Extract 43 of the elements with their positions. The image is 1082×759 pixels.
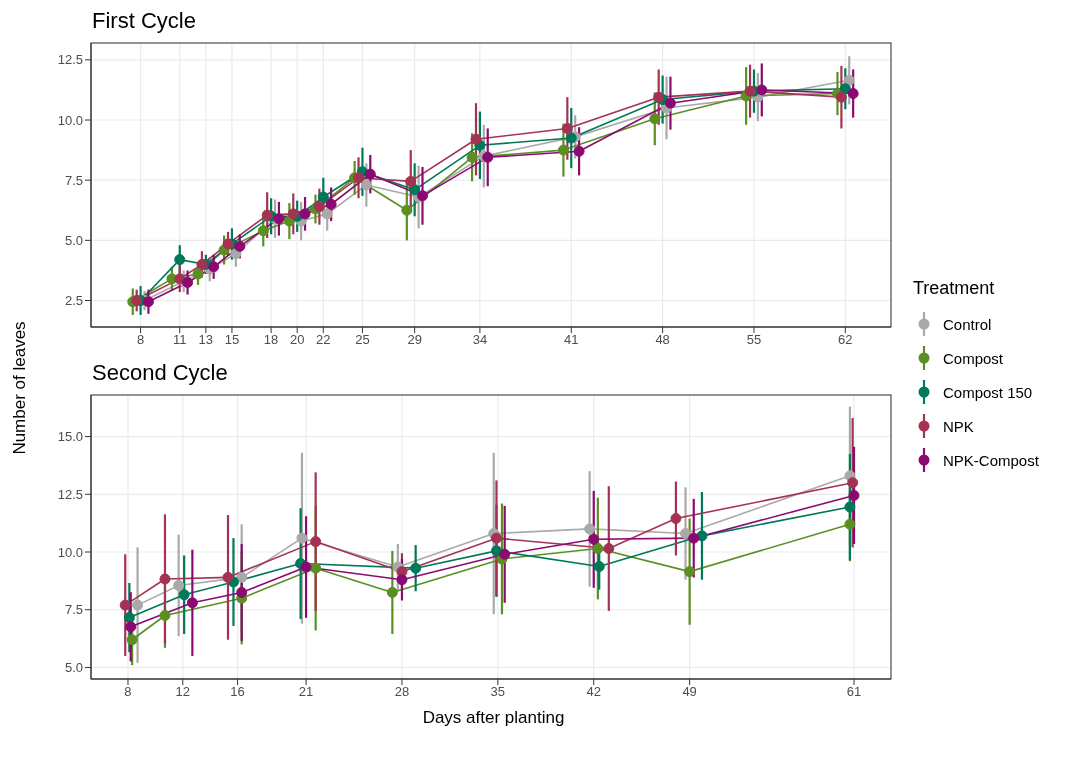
x-tick-label: 34	[472, 332, 488, 348]
chart-title: First Cycle	[91, 8, 197, 35]
y-tick-label: 12.5	[57, 486, 83, 502]
x-tick-label: 11	[172, 332, 187, 348]
x-tick-label: 22	[316, 332, 331, 348]
x-tick-label: 62	[838, 332, 853, 348]
x-tick-label: 12	[175, 684, 191, 700]
x-tick-label: 55	[746, 332, 762, 348]
chart-title: Second Cycle	[92, 360, 228, 385]
y-tick-label: 15.0	[57, 429, 83, 445]
legend-label: Control	[943, 315, 992, 333]
x-tick-label: 49	[682, 684, 697, 700]
x-tick-label: 61	[846, 684, 862, 700]
x-tick-label: 41	[564, 332, 579, 348]
x-tick-label: 15	[224, 332, 240, 348]
x-tick-label: 29	[407, 332, 422, 348]
x-tick-label: 13	[198, 332, 214, 348]
y-tick-label: 10.0	[57, 112, 83, 128]
y-tick-label: 12.5	[57, 52, 83, 68]
x-tick-label: 18	[263, 332, 279, 348]
y-tick-label: 5.0	[64, 232, 83, 248]
legend-label: NPK	[943, 417, 974, 435]
legend-title: Treatment	[913, 278, 996, 299]
x-tick-label: 16	[230, 684, 245, 700]
x-tick-label: 42	[586, 684, 601, 700]
x-tick-label: 8	[124, 684, 132, 700]
x-tick-label: 28	[394, 684, 410, 700]
x-tick-label: 48	[655, 332, 670, 348]
y-tick-label: 7.5	[64, 602, 83, 618]
x-tick-label: 20	[289, 332, 305, 348]
y-tick-label: 7.5	[64, 172, 83, 188]
y-tick-label: 2.5	[64, 293, 83, 309]
x-tick-label: 21	[298, 684, 314, 700]
x-axis-title: Days after planting	[421, 708, 566, 728]
x-tick-label: 35	[490, 684, 506, 700]
legend-label: Compost 150	[943, 383, 1033, 401]
legend-label: NPK-Compost	[943, 451, 1039, 469]
x-tick-label: 25	[355, 332, 370, 348]
y-axis-title: Number of leaves	[10, 321, 30, 455]
y-tick-label: 5.0	[64, 660, 83, 676]
x-tick-label: 8	[136, 332, 145, 348]
y-tick-label: 10.0	[57, 544, 83, 560]
legend-label: Compost	[943, 349, 1004, 367]
